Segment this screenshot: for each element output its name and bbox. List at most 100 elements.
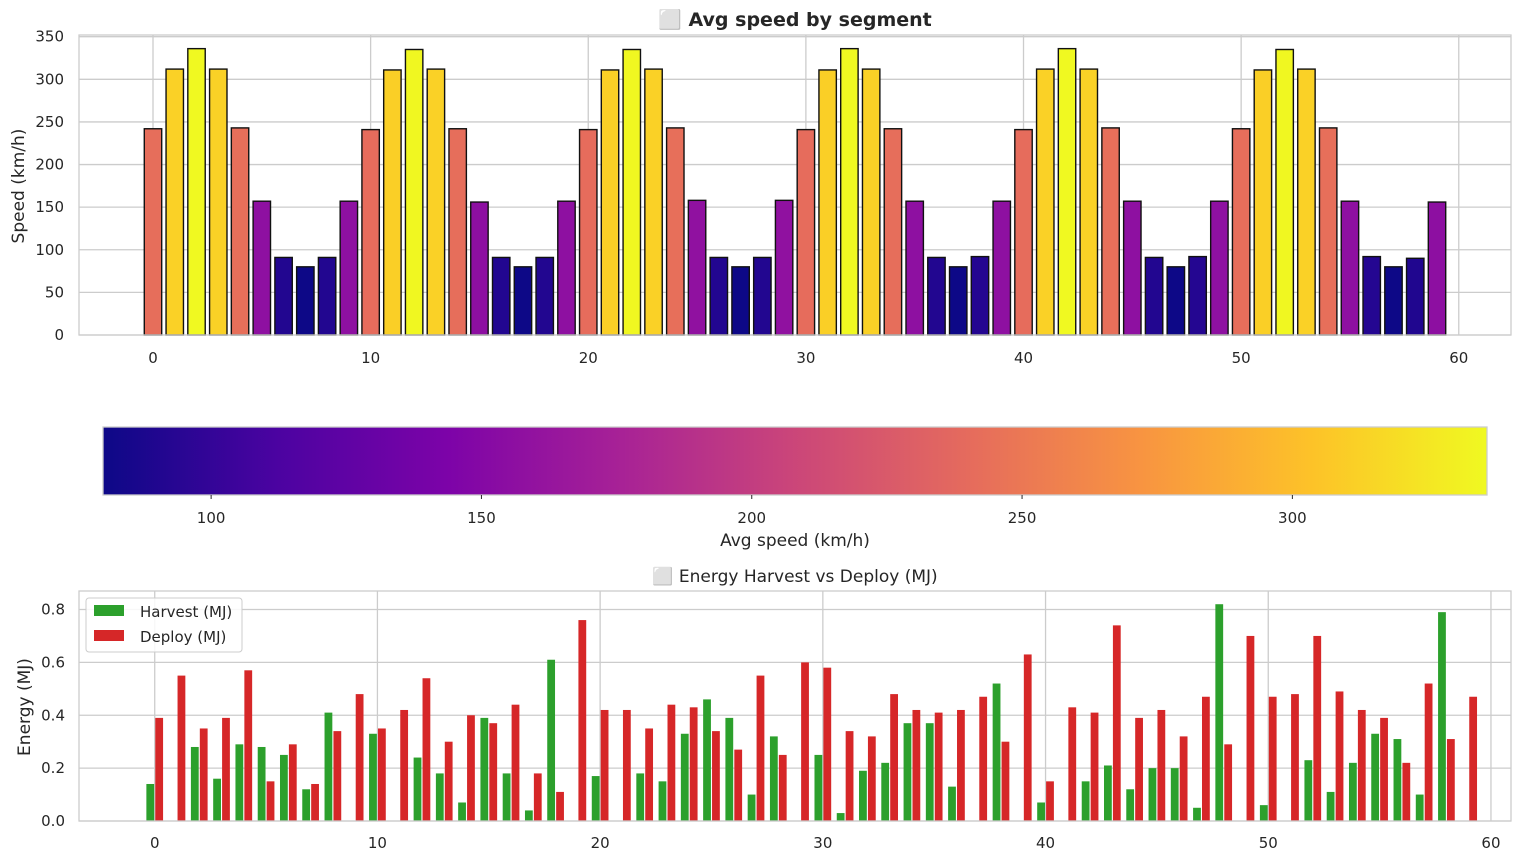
deploy-bar	[1291, 694, 1299, 821]
speed-bar	[1079, 68, 1099, 336]
harvest-bar	[547, 659, 556, 821]
energy-chart-y-label: Energy (MJ)	[15, 658, 35, 756]
x-tick-label: 40	[1014, 349, 1033, 367]
speed-bar	[927, 256, 946, 336]
speed-bar	[426, 68, 446, 336]
harvest-bar	[903, 723, 912, 821]
deploy-bar	[333, 731, 342, 821]
harvest-bar	[591, 776, 600, 821]
speed-bar	[1253, 69, 1273, 336]
harvest-bar	[1170, 768, 1179, 821]
energy-chart-frame	[78, 590, 1512, 822]
deploy-bar	[1090, 712, 1099, 821]
deploy-bar	[377, 728, 386, 821]
speed-bar	[970, 255, 990, 336]
deploy-bar	[155, 717, 164, 821]
harvest-bar	[1259, 805, 1268, 821]
harvest-bar	[658, 781, 667, 821]
colorbar-tick-label: 100	[197, 509, 226, 527]
speed-bar	[840, 47, 859, 336]
deploy-bar	[288, 744, 297, 821]
colorbar-tick-label: 150	[467, 509, 496, 527]
legend-frame	[85, 597, 243, 653]
deploy-bar	[1023, 654, 1032, 821]
deploy-bar	[1313, 635, 1322, 821]
speed-bar	[230, 127, 250, 336]
y-tick-label: 300	[35, 70, 64, 88]
legend-swatch-harvest	[94, 605, 124, 616]
x-tick-label: 50	[1232, 349, 1251, 367]
harvest-bar	[480, 717, 489, 821]
deploy-bar	[311, 783, 319, 821]
y-tick-label: 350	[35, 28, 64, 46]
speed-bar	[1035, 68, 1055, 336]
speed-bar	[470, 201, 489, 336]
y-tick-label: 0.0	[41, 812, 65, 830]
energy-chart-bars	[146, 604, 1478, 821]
harvest-bar	[1037, 802, 1045, 821]
y-tick-label: 200	[35, 156, 64, 174]
energy-chart-x-ticks: 0 10 20 30 40 50 60	[150, 834, 1501, 852]
deploy-bar	[801, 662, 809, 821]
speed-bar	[1014, 128, 1033, 336]
x-tick-label: 20	[579, 349, 598, 367]
harvest-bar	[435, 773, 444, 821]
energy-chart-legend: Harvest (MJ) Deploy (MJ)	[85, 597, 243, 653]
y-tick-label: 0.2	[41, 759, 65, 777]
x-tick-label: 10	[368, 834, 387, 852]
colorbar-ticks: 100 150 200 250 300	[197, 495, 1307, 527]
speed-bar	[644, 68, 663, 336]
speed-bar	[883, 128, 903, 336]
harvest-bar	[1304, 760, 1313, 821]
x-tick-label: 20	[591, 834, 610, 852]
deploy-bar	[667, 704, 676, 821]
deploy-bar	[1112, 625, 1121, 821]
x-tick-label: 50	[1259, 834, 1278, 852]
speed-bar	[208, 68, 228, 336]
deploy-bar	[778, 754, 787, 821]
speed-chart: ⬜ Avg speed by segment 0 10 20 30 40 50 60 0 50…	[9, 8, 1512, 367]
speed-bar	[796, 128, 816, 336]
speed-bar	[448, 128, 468, 336]
speed-chart-y-ticks: 0 50 100 150 200 250 300 350	[35, 28, 64, 344]
speed-bar	[339, 200, 359, 336]
speed-bar	[252, 200, 272, 336]
deploy-bar	[511, 704, 520, 821]
deploy-bar	[1268, 696, 1277, 821]
harvest-bar	[814, 754, 823, 821]
deploy-bar	[712, 731, 720, 821]
harvest-bar	[502, 773, 511, 821]
y-tick-label: 250	[35, 113, 64, 131]
speed-bar	[165, 68, 185, 336]
deploy-bar	[912, 709, 921, 821]
harvest-bar	[1438, 612, 1446, 821]
deploy-bar	[556, 791, 564, 821]
deploy-bar	[979, 696, 988, 821]
deploy-bar	[890, 694, 899, 821]
deploy-bar	[266, 781, 275, 821]
deploy-bar	[489, 723, 498, 821]
x-tick-label: 0	[150, 834, 160, 852]
harvest-bar	[948, 786, 956, 821]
deploy-bar	[867, 736, 876, 821]
speed-chart-grid	[79, 35, 1511, 336]
speed-bar	[600, 69, 620, 336]
energy-chart-y-ticks: 0.0 0.2 0.4 0.6 0.8	[41, 601, 65, 830]
speed-bar	[1166, 266, 1186, 336]
deploy-bar	[422, 678, 431, 821]
harvest-bar	[1348, 762, 1357, 821]
speed-bar	[295, 266, 315, 336]
deploy-bar	[1046, 781, 1054, 821]
x-tick-label: 0	[148, 349, 158, 367]
deploy-bar	[533, 773, 542, 821]
harvest-bar	[235, 744, 244, 821]
speed-bar	[535, 256, 555, 336]
harvest-bar	[703, 699, 711, 821]
y-tick-label: 150	[35, 198, 64, 216]
harvest-bar	[1393, 739, 1402, 821]
harvest-bar	[725, 717, 734, 821]
speed-bar	[187, 47, 206, 336]
y-tick-label: 50	[45, 283, 64, 301]
x-tick-label: 60	[1481, 834, 1500, 852]
